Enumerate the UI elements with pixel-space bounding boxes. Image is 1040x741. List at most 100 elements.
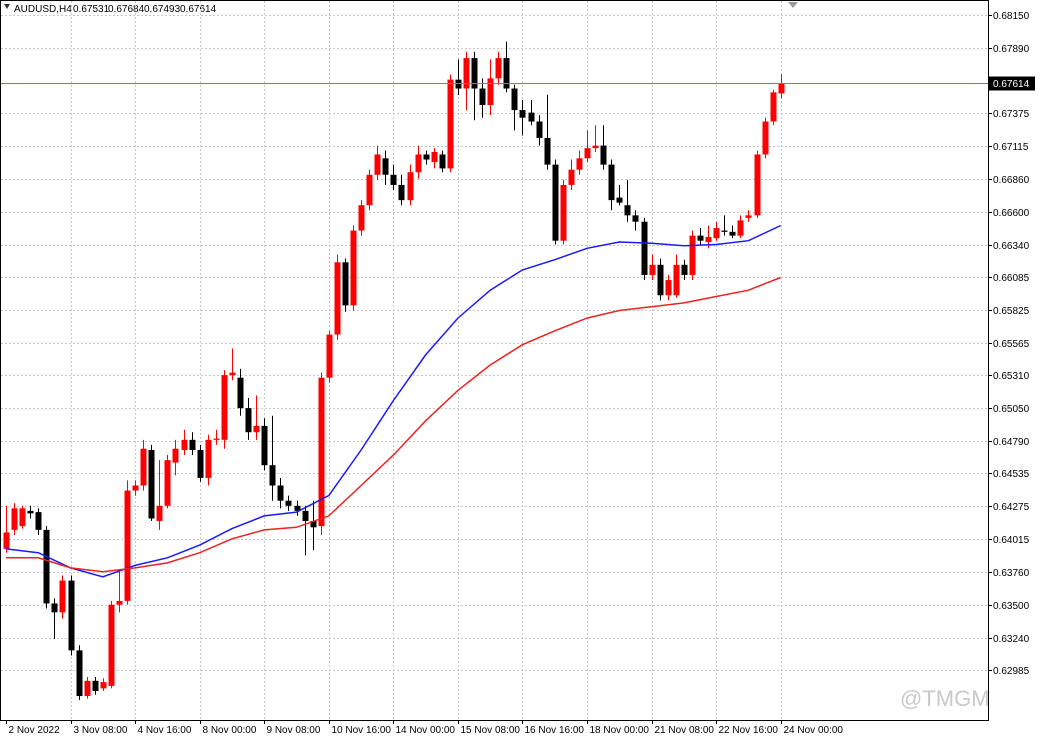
candle-body (689, 235, 696, 275)
candle-body (552, 164, 559, 241)
candle-body (745, 215, 752, 218)
candle-body (124, 490, 131, 601)
y-tick-label: 0.67375 (993, 109, 1030, 120)
candle-body (705, 236, 712, 242)
candle-body (277, 485, 284, 501)
candle-body (511, 88, 518, 111)
y-tick-label: 0.64790 (993, 437, 1030, 448)
candle-body (100, 682, 107, 689)
candle-body (729, 231, 736, 236)
candle-body (59, 580, 66, 613)
candle-body (156, 505, 163, 522)
candle-body (132, 485, 139, 491)
high-value: 0.67684 (108, 4, 145, 15)
candle-body (229, 372, 236, 376)
candle-body (641, 221, 648, 275)
x-tick-label: 14 Nov 00:00 (396, 725, 456, 736)
candle-body (140, 448, 147, 486)
y-tick-label: 0.66085 (993, 273, 1030, 284)
x-tick-label: 22 Nov 16:00 (719, 725, 779, 736)
candle-body (616, 197, 623, 203)
candle-body (326, 334, 333, 378)
candle-body (665, 280, 672, 296)
y-tick-label: 0.63240 (993, 634, 1030, 645)
candle-body (310, 521, 317, 528)
candle-body (358, 205, 365, 231)
candle-body (778, 82, 785, 94)
x-tick-label: 3 Nov 08:00 (74, 725, 128, 736)
candle-body (92, 680, 99, 691)
y-tick-label: 0.67115 (993, 142, 1029, 153)
y-tick-label: 0.64275 (993, 502, 1030, 513)
candle-body (713, 228, 720, 239)
candle-body (221, 375, 228, 440)
moving-average-line (6, 276, 781, 573)
open-value: 0.67531 (73, 4, 110, 15)
candle-body (382, 158, 389, 175)
candle-body (11, 508, 18, 530)
y-tick-label: 0.66600 (993, 208, 1030, 219)
candle-body (519, 110, 526, 118)
y-tick-label: 0.65310 (993, 371, 1030, 382)
candle-body (76, 650, 83, 697)
candle-body (657, 264, 664, 296)
x-tick-label: 2 Nov 2022 (9, 725, 61, 736)
candle-body (398, 184, 405, 201)
candle-body (487, 78, 494, 106)
x-tick-label: 10 Nov 16:00 (332, 725, 392, 736)
close-value: 0.67614 (180, 4, 217, 15)
candle-body (673, 264, 680, 296)
x-tick-label: 15 Nov 08:00 (461, 725, 521, 736)
x-tick-label: 18 Nov 00:00 (590, 725, 650, 736)
candle-body (528, 112, 535, 122)
candle-body (253, 425, 260, 433)
candle-body (463, 58, 470, 89)
candle-body (189, 439, 196, 450)
symbol: AUDUSD,H4 (14, 4, 72, 15)
candle-body (608, 164, 615, 201)
candle-body (205, 439, 212, 478)
header-arrow (4, 4, 10, 9)
candle-body (600, 145, 607, 165)
candle-body (762, 121, 769, 155)
candle-body (754, 154, 761, 216)
candle-body (624, 205, 631, 216)
x-tick-label: 24 Nov 00:00 (784, 725, 844, 736)
candle-body (116, 600, 123, 605)
candle-body (447, 79, 454, 169)
y-tick-label: 0.63760 (993, 568, 1030, 579)
y-tick-label: 0.66340 (993, 241, 1030, 252)
x-tick-label: 9 Nov 08:00 (267, 725, 321, 736)
y-tick-label: 0.64015 (993, 535, 1030, 546)
candle-body (681, 264, 688, 275)
candle-body (576, 158, 583, 170)
candle-body (148, 449, 155, 519)
candle-body (423, 154, 430, 160)
candle-body (544, 137, 551, 165)
candle-body (84, 680, 91, 697)
y-tick-label: 0.63500 (993, 601, 1030, 612)
plot (3, 41, 785, 700)
candle-body (407, 172, 414, 201)
candle-body (334, 262, 341, 335)
candle-body (568, 169, 575, 185)
candle-body (181, 439, 188, 450)
x-tick-label: 16 Nov 16:00 (525, 725, 585, 736)
moving-average-line (5, 224, 782, 578)
candle-body (43, 529, 50, 604)
y-tick-label: 0.66860 (993, 175, 1030, 186)
watermark: @TMGM (900, 686, 990, 711)
candle-body (770, 92, 777, 122)
candle-body (592, 145, 599, 149)
grid (1, 1, 988, 720)
candle-body (245, 408, 252, 433)
y-tick-label: 0.67890 (993, 44, 1030, 55)
candle-body (479, 88, 486, 106)
candle-body (172, 448, 179, 463)
y-tick-label: 0.64535 (993, 469, 1030, 480)
candle-body (294, 505, 301, 511)
candle-body (27, 510, 34, 514)
candle-body (350, 230, 357, 306)
candle-body (302, 510, 309, 522)
